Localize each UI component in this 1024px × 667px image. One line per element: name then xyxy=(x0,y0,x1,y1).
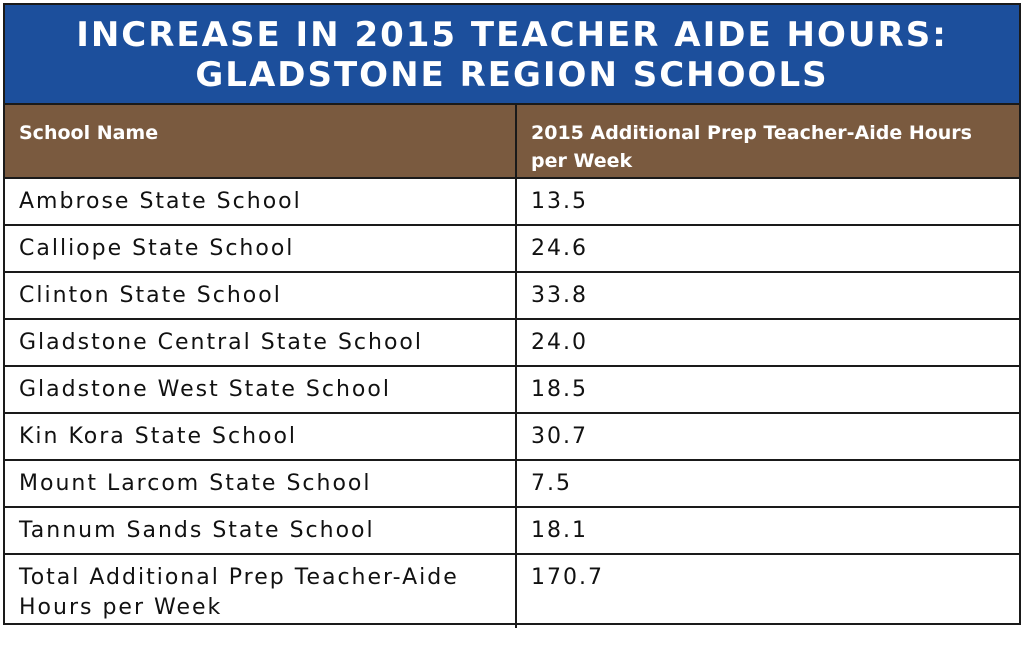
hours-cell: 18.5 xyxy=(516,366,1019,414)
column-header-hours: 2015 Additional Prep Teacher-Aide Hours … xyxy=(516,103,1019,179)
school-name-cell: Tannum Sands State School xyxy=(5,507,517,555)
hours-cell: 18.1 xyxy=(516,507,1019,555)
table-row: Gladstone West State School 18.5 xyxy=(5,366,1019,414)
school-name-cell: Kin Kora State School xyxy=(5,413,517,461)
school-name-cell: Ambrose State School xyxy=(5,178,517,226)
school-name-cell: Clinton State School xyxy=(5,272,517,320)
column-header-school-name: School Name xyxy=(5,103,517,179)
teacher-aide-hours-table: School Name 2015 Additional Prep Teacher… xyxy=(5,103,1019,628)
hours-cell: 33.8 xyxy=(516,272,1019,320)
table-row: Mount Larcom State School 7.5 xyxy=(5,460,1019,508)
table-row: Kin Kora State School 30.7 xyxy=(5,413,1019,461)
total-row: Total Additional Prep Teacher-Aide Hours… xyxy=(5,554,1019,628)
hours-cell: 13.5 xyxy=(516,178,1019,226)
hours-cell: 7.5 xyxy=(516,460,1019,508)
total-label-cell: Total Additional Prep Teacher-Aide Hours… xyxy=(5,554,517,628)
hours-cell: 30.7 xyxy=(516,413,1019,461)
school-name-cell: Calliope State School xyxy=(5,225,517,273)
header-row: School Name 2015 Additional Prep Teacher… xyxy=(5,103,1019,179)
hours-cell: 24.6 xyxy=(516,225,1019,273)
table-row: Tannum Sands State School 18.1 xyxy=(5,507,1019,555)
title-line-1: INCREASE IN 2015 TEACHER AIDE HOURS: xyxy=(76,15,948,55)
table-row: Calliope State School 24.6 xyxy=(5,225,1019,273)
title-line-2: GLADSTONE REGION SCHOOLS xyxy=(195,55,829,95)
table-graphic: INCREASE IN 2015 TEACHER AIDE HOURS: GLA… xyxy=(3,3,1021,628)
school-name-cell: Gladstone West State School xyxy=(5,366,517,414)
hours-cell: 24.0 xyxy=(516,319,1019,367)
table-row: Ambrose State School 13.5 xyxy=(5,178,1019,226)
school-name-cell: Mount Larcom State School xyxy=(5,460,517,508)
table-row: Gladstone Central State School 24.0 xyxy=(5,319,1019,367)
table-row: Clinton State School 33.8 xyxy=(5,272,1019,320)
title-banner: INCREASE IN 2015 TEACHER AIDE HOURS: GLA… xyxy=(5,5,1019,103)
school-name-cell: Gladstone Central State School xyxy=(5,319,517,367)
total-hours-cell: 170.7 xyxy=(531,565,604,590)
